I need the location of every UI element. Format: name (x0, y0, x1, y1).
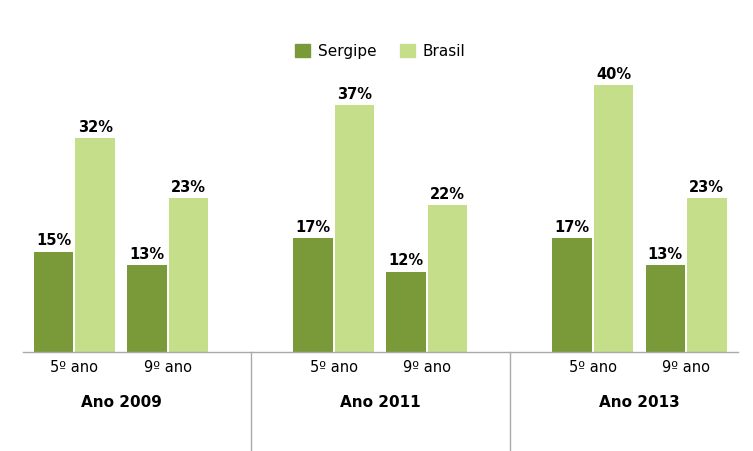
Bar (34, 252, 73, 352)
Bar (75, 138, 115, 352)
Bar (293, 239, 333, 352)
Bar (334, 105, 374, 352)
Text: 23%: 23% (171, 180, 206, 195)
Text: 13%: 13% (130, 247, 165, 262)
Text: 32%: 32% (78, 120, 113, 135)
Text: Ano 2013: Ano 2013 (599, 395, 680, 410)
Legend: Sergipe, Brasil: Sergipe, Brasil (289, 37, 471, 64)
Bar (386, 272, 426, 352)
Bar (687, 198, 727, 352)
Text: Ano 2009: Ano 2009 (81, 395, 161, 410)
Bar (553, 239, 592, 352)
Bar (594, 85, 633, 352)
Text: 15%: 15% (36, 234, 72, 249)
Bar (645, 265, 685, 352)
Text: 17%: 17% (295, 220, 331, 235)
Bar (169, 198, 208, 352)
Bar (428, 205, 468, 352)
Bar (127, 265, 166, 352)
Text: 22%: 22% (430, 187, 465, 202)
Text: 23%: 23% (689, 180, 724, 195)
Text: 13%: 13% (648, 247, 683, 262)
Text: Ano 2011: Ano 2011 (340, 395, 421, 410)
Text: 40%: 40% (596, 67, 631, 82)
Text: 12%: 12% (389, 253, 424, 268)
Text: 17%: 17% (554, 220, 590, 235)
Text: 37%: 37% (337, 87, 372, 102)
